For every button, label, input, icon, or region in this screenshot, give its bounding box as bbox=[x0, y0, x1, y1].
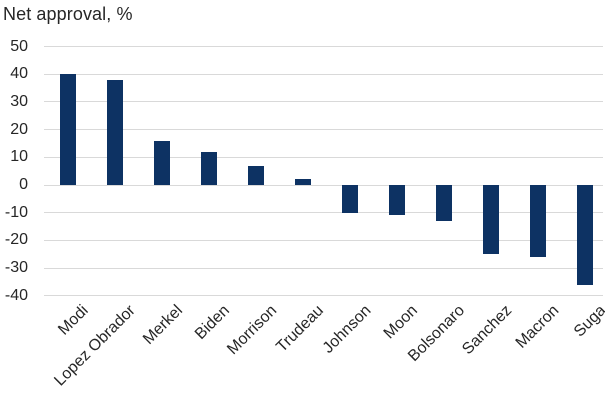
chart-title: Net approval, % bbox=[3, 4, 133, 24]
gridline-y-50 bbox=[44, 46, 603, 47]
bar-biden bbox=[200, 151, 217, 185]
x-category-label-modi: Modi bbox=[55, 302, 92, 339]
x-category-label-lopez-obrador: Lopez Obrador bbox=[51, 302, 139, 390]
x-category-label-moon: Moon bbox=[380, 302, 422, 343]
bar-johnson bbox=[342, 185, 359, 213]
x-category-label-biden: Biden bbox=[191, 302, 233, 343]
bar-trudeau bbox=[294, 179, 311, 185]
gridline-y--40 bbox=[44, 295, 603, 297]
x-category-label-morrison: Morrison bbox=[223, 302, 280, 359]
y-axis-tick-label--20: -20 bbox=[4, 231, 28, 249]
x-category-label-trudeau: Trudeau bbox=[273, 302, 327, 356]
y-axis-tick-label-20: 20 bbox=[10, 120, 28, 138]
gridline-y-30 bbox=[44, 101, 603, 103]
x-category-label-sanchez: Sanchez bbox=[459, 302, 516, 359]
y-axis-tick-label-40: 40 bbox=[10, 65, 28, 83]
bar-lopez-obrador bbox=[106, 79, 123, 185]
x-category-label-suga: Suga bbox=[571, 302, 605, 341]
y-axis-tick-label-50: 50 bbox=[10, 37, 28, 55]
x-category-label-macron: Macron bbox=[512, 302, 563, 352]
bar-morrison bbox=[247, 165, 264, 185]
gridline-y-40 bbox=[44, 73, 603, 75]
y-axis-tick-label-30: 30 bbox=[10, 92, 28, 110]
y-axis-tick-label--40: -40 bbox=[4, 286, 28, 304]
gridline-y-10 bbox=[44, 156, 603, 158]
bar-sanchez bbox=[483, 185, 500, 255]
y-axis-tick-label-0: 0 bbox=[19, 176, 28, 193]
bar-macron bbox=[530, 185, 547, 258]
gridline-y-0 bbox=[44, 184, 603, 186]
gridline-y--10 bbox=[44, 212, 603, 214]
bar-moon bbox=[389, 185, 406, 216]
y-axis-tick-label-10: 10 bbox=[10, 148, 28, 166]
gridline-y--20 bbox=[44, 239, 603, 241]
bar-suga bbox=[577, 185, 594, 285]
y-axis-tick-label--30: -30 bbox=[4, 259, 28, 277]
gridline-y--30 bbox=[44, 267, 603, 269]
bar-bolsonaro bbox=[436, 185, 453, 221]
x-category-label-merkel: Merkel bbox=[139, 302, 186, 348]
bar-merkel bbox=[153, 140, 170, 185]
bar-modi bbox=[59, 74, 76, 185]
gridline-y-20 bbox=[44, 129, 603, 131]
y-axis-tick-label--10: -10 bbox=[4, 203, 28, 221]
x-category-label-johnson: Johnson bbox=[319, 302, 375, 357]
